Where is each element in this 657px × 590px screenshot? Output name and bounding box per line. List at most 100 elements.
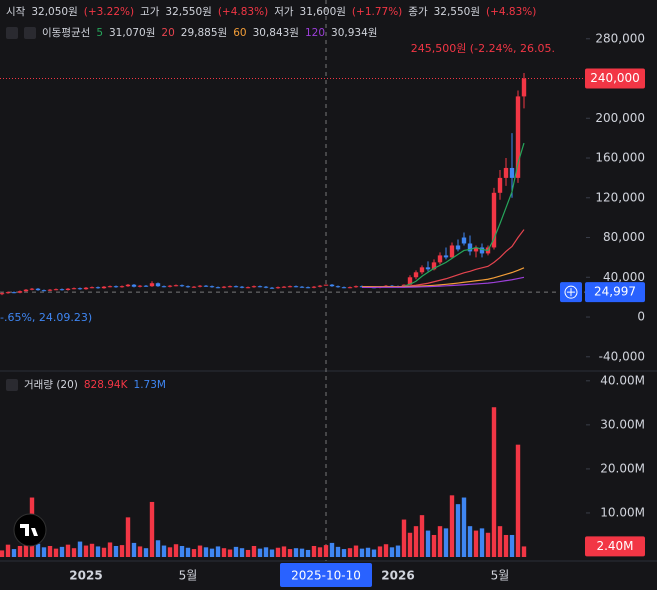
volume-bar bbox=[497, 526, 503, 557]
candle-body bbox=[35, 288, 41, 291]
x-tick-label: 2025 bbox=[69, 569, 102, 583]
volume-bar bbox=[359, 548, 365, 557]
volume-bar bbox=[335, 546, 341, 557]
candle-body bbox=[239, 286, 245, 288]
price-tag: 240,000 bbox=[590, 71, 640, 85]
volume-bar bbox=[83, 545, 89, 557]
ma-period: 5 bbox=[96, 26, 103, 39]
volume-bar bbox=[431, 534, 437, 557]
candle-body bbox=[347, 287, 353, 289]
volume-bar bbox=[191, 549, 197, 557]
candle-body bbox=[5, 292, 11, 294]
volume-bar bbox=[257, 548, 263, 557]
volume-bar bbox=[215, 546, 221, 557]
candle-body bbox=[209, 286, 215, 288]
candle-body bbox=[521, 78, 527, 97]
candle-body bbox=[53, 289, 59, 291]
volume-bar bbox=[65, 544, 71, 557]
volume-bar bbox=[377, 546, 383, 557]
volume-bar bbox=[437, 526, 443, 557]
volume-bar bbox=[329, 542, 335, 557]
volume-bar bbox=[71, 548, 77, 557]
candle-body bbox=[71, 288, 77, 290]
volume-bar bbox=[323, 545, 329, 557]
volume-bar bbox=[221, 548, 227, 557]
ohlc-value: 32,550원 bbox=[433, 6, 481, 18]
candle-body bbox=[281, 286, 287, 288]
ohlc-name: 저가 bbox=[274, 6, 294, 18]
volume-bar bbox=[227, 549, 233, 557]
candle-body bbox=[221, 286, 227, 288]
crosshair-date-box bbox=[280, 563, 372, 587]
ohlc-change: (+1.77%) bbox=[351, 5, 403, 18]
candle-body bbox=[269, 287, 275, 289]
candle-body bbox=[503, 167, 509, 178]
logo bbox=[13, 513, 47, 547]
eye-icon[interactable] bbox=[6, 378, 18, 391]
volume-bar bbox=[53, 548, 59, 557]
volume-bar bbox=[287, 549, 293, 557]
volume-bar bbox=[113, 545, 119, 557]
candle-body bbox=[275, 287, 281, 289]
candle-body bbox=[329, 284, 335, 287]
volume-bar bbox=[503, 534, 509, 557]
candle-body bbox=[437, 255, 443, 263]
candle-body bbox=[179, 285, 185, 287]
crosshair-tag-box bbox=[585, 282, 645, 303]
volume-bar bbox=[23, 542, 29, 557]
crosshair-price-tag: 24,997 bbox=[594, 285, 636, 299]
volume-bar bbox=[35, 543, 41, 557]
candle-body bbox=[137, 285, 143, 287]
candle-body bbox=[311, 286, 317, 288]
ma-line bbox=[362, 142, 525, 288]
candle-body bbox=[0, 293, 5, 295]
volume-bar bbox=[77, 541, 83, 557]
candle-body bbox=[461, 237, 467, 244]
eye-icon[interactable] bbox=[6, 26, 18, 39]
volume-bar bbox=[467, 526, 473, 557]
volume-bar bbox=[461, 497, 467, 557]
volume-bar bbox=[263, 547, 269, 557]
candle-body bbox=[509, 167, 515, 178]
candle-body bbox=[419, 267, 425, 273]
volume-bar bbox=[341, 549, 347, 557]
candle-body bbox=[479, 247, 485, 254]
volume-bar bbox=[353, 545, 359, 557]
low-annotation: -.65%, 24.09.23) bbox=[0, 311, 92, 324]
volume-bar bbox=[233, 546, 239, 557]
candle-body bbox=[251, 286, 257, 288]
candle-body bbox=[353, 286, 359, 288]
candle-body bbox=[47, 289, 53, 291]
candle-body bbox=[425, 267, 431, 270]
volume-bar bbox=[389, 547, 395, 557]
volume-bar bbox=[251, 545, 257, 557]
candle-body bbox=[335, 286, 341, 288]
y-tick-label: 200,000 bbox=[595, 111, 645, 125]
volume-bar bbox=[149, 501, 155, 557]
volume-bar bbox=[59, 546, 65, 557]
ohlc-change: (+4.83%) bbox=[217, 5, 269, 18]
ma-period: 20 bbox=[161, 26, 175, 39]
ma-line bbox=[362, 267, 525, 288]
candle-body bbox=[65, 288, 71, 290]
close-icon[interactable] bbox=[24, 26, 36, 39]
volume-bar bbox=[161, 545, 167, 557]
volume-bar bbox=[209, 548, 215, 557]
y-tick-label: 80,000 bbox=[603, 230, 645, 244]
volume-bar bbox=[41, 547, 47, 557]
ma-legend: 이동평균선 5 31,070원 20 29,885원 60 30,843원 120 30,934… bbox=[6, 25, 379, 40]
ma-value: 29,885원 bbox=[180, 27, 228, 39]
volume-bar bbox=[299, 548, 305, 557]
ohlc-name: 고가 bbox=[140, 6, 160, 18]
candle-body bbox=[89, 287, 95, 289]
volume-bar bbox=[107, 542, 113, 557]
volume-bar bbox=[269, 549, 275, 557]
volume-bar bbox=[347, 548, 353, 557]
high-annotation: 245,500원 (-2.24%, 26.05. bbox=[411, 42, 555, 55]
ma-line bbox=[362, 229, 525, 288]
volume-title: 거래량 (20) bbox=[24, 379, 78, 391]
volume-bar bbox=[383, 544, 389, 557]
volume-bar bbox=[413, 526, 419, 557]
